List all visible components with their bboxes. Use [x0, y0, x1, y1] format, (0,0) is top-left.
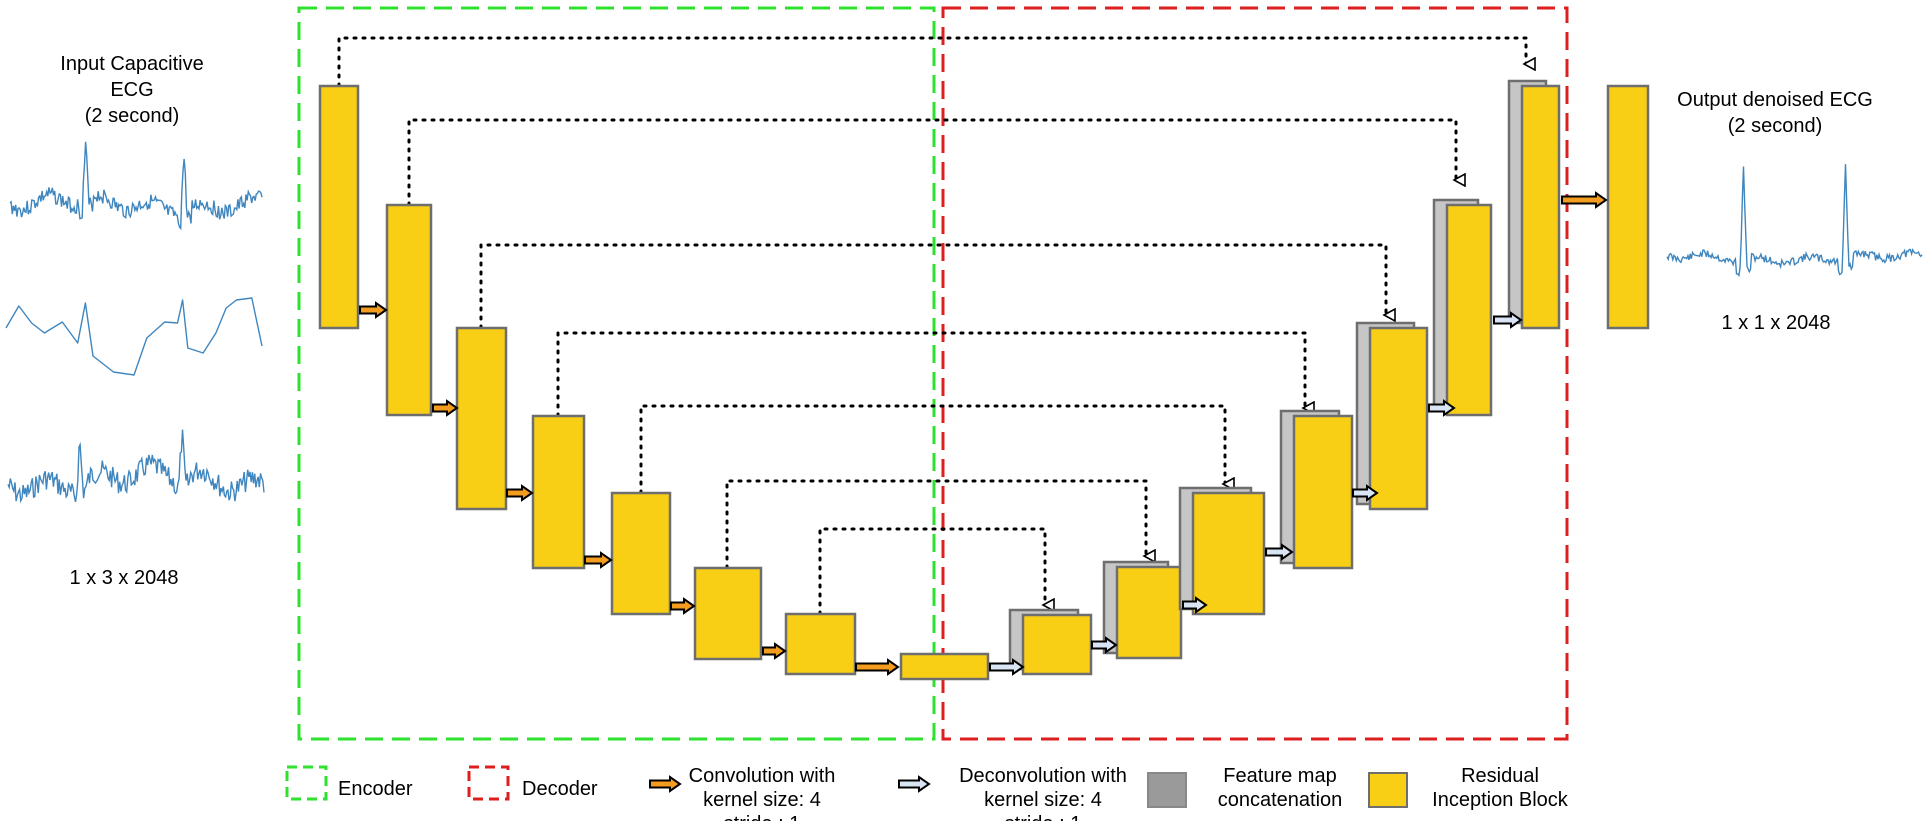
decoder-block-1 — [1021, 613, 1093, 676]
legend-decoder-label: Decoder — [522, 778, 598, 800]
encoder-block-7 — [784, 612, 857, 676]
deconv-arrow-1 — [989, 658, 1025, 676]
input-shape-label: 1 x 3 x 2048 — [70, 567, 179, 589]
input-signal-1 — [9, 141, 263, 231]
decoder-region — [941, 6, 1569, 741]
output-title-line-1: Output denoised ECG — [1677, 89, 1873, 111]
legend-conv-line-3: stride : 1 — [724, 813, 801, 821]
deconv-arrow-7 — [1493, 311, 1523, 329]
arrows — [359, 191, 1608, 676]
legend-concat-line-2: concatenation — [1218, 789, 1343, 811]
decoder-block-2 — [1115, 565, 1183, 660]
legend-conv-arrow — [649, 775, 682, 793]
encoder-block-5 — [610, 491, 672, 616]
deconv-arrow-4 — [1265, 543, 1294, 561]
skip-connection-6 — [725, 479, 1146, 570]
input-signal-2 — [5, 297, 263, 376]
legend-residual-line-1: Residual — [1461, 765, 1539, 787]
legend-concat-swatch — [1147, 772, 1187, 808]
deconv-arrow-2 — [1091, 636, 1118, 654]
encoder-region — [297, 6, 936, 741]
decoder-block-6 — [1445, 203, 1493, 417]
legend-encoder-swatch — [285, 765, 328, 801]
blocks — [318, 79, 1650, 681]
decoder-block-7 — [1520, 84, 1561, 330]
legend-deconv-arrow-icon — [898, 775, 931, 793]
conv-arrow-4 — [584, 551, 613, 569]
conv-arrow-6 — [762, 642, 787, 660]
output-title-line-2: (2 second) — [1728, 115, 1823, 137]
decoder-block-3 — [1191, 491, 1266, 616]
output-conv-arrow — [1561, 191, 1608, 209]
encoder-block-6 — [693, 566, 763, 661]
legend-conv-line-1: Convolution with — [689, 765, 836, 787]
input-title-line-2: ECG — [110, 79, 153, 101]
legend-concat-line-1: Feature map — [1223, 765, 1336, 787]
deconv-arrow-5 — [1352, 484, 1379, 502]
decoder-block-5 — [1368, 326, 1429, 511]
deconv-arrow-3 — [1182, 596, 1208, 614]
skip-connection-7 — [818, 527, 1045, 616]
conv-arrow-3 — [506, 484, 534, 502]
skip-connection-1 — [337, 36, 1526, 88]
legend-deconv-line-1: Deconvolution with — [959, 765, 1127, 787]
conv-arrow-1 — [359, 301, 388, 319]
legend-residual-swatch — [1368, 772, 1408, 808]
legend-deconv-line-3: stride : 1 — [1005, 813, 1082, 821]
skip-connection-5 — [639, 404, 1225, 495]
conv-arrow-7 — [855, 658, 900, 676]
legend-deconv-line-2: kernel size: 4 — [984, 789, 1102, 811]
encoder-block-1 — [318, 84, 360, 330]
skip-connection-3 — [479, 243, 1386, 330]
legend-conv-line-2: kernel size: 4 — [703, 789, 821, 811]
legend-conv-arrow-icon — [649, 775, 682, 793]
output-signal — [1666, 164, 1923, 278]
encoder-block-4 — [531, 414, 586, 570]
skip-connection-4 — [556, 331, 1305, 418]
encoder-block-2 — [385, 203, 433, 417]
conv-arrow-5 — [670, 597, 696, 615]
legend-residual-line-2: Inception Block — [1432, 789, 1569, 811]
legend-encoder-label: Encoder — [338, 778, 413, 800]
input-signal-3 — [7, 429, 265, 504]
skip-connections — [337, 36, 1526, 616]
input-title-line-3: (2 second) — [85, 105, 180, 127]
deconv-arrow-6 — [1428, 399, 1456, 417]
skip-connection-2 — [407, 118, 1456, 207]
output-block — [1606, 84, 1650, 330]
encoder-block-3 — [455, 326, 508, 511]
conv-arrow-2 — [432, 399, 459, 417]
bottleneck-block — [899, 652, 990, 681]
legend-decoder-swatch — [467, 765, 510, 801]
signals — [5, 141, 1923, 504]
legend: Encoder Decoder Convolution with kernel … — [285, 765, 1569, 821]
legend-deconv-arrow — [898, 775, 931, 793]
decoder-block-4 — [1292, 414, 1354, 570]
output-shape-label: 1 x 1 x 2048 — [1722, 312, 1831, 334]
input-title-line-1: Input Capacitive — [60, 53, 203, 75]
